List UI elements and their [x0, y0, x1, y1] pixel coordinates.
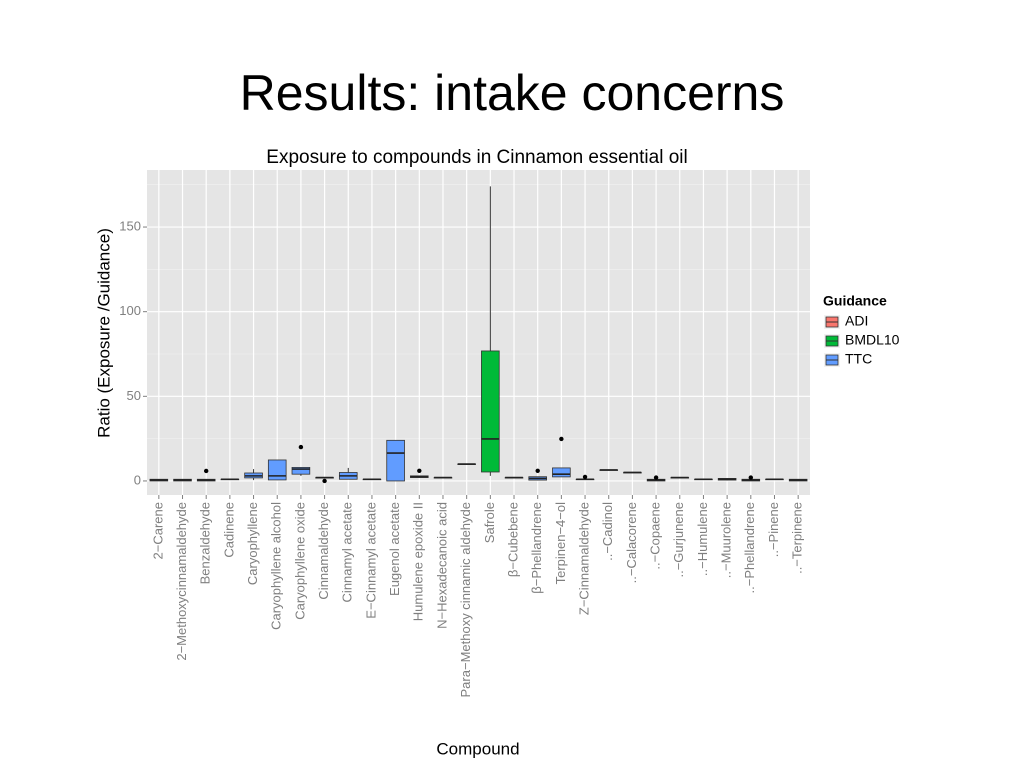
x-tick-label: Humulene epoxide II — [411, 502, 426, 621]
outlier — [535, 468, 540, 473]
x-tick-label: ..−Phellandrene — [742, 502, 757, 593]
x-tick-label: ..−Pinene — [766, 502, 781, 557]
x-tick-label: ..−Muurolene — [719, 502, 734, 578]
x-tick-label: ..−Calacorene — [624, 502, 639, 583]
box — [552, 467, 571, 478]
legend-label: TTC — [845, 351, 872, 367]
legend-title: Guidance — [823, 293, 887, 309]
y-axis-title: Ratio (Exposure /Guidance) — [94, 228, 113, 438]
y-tick-label: 100 — [119, 303, 141, 318]
x-tick-label: Z−Cinnamaldehyde — [576, 502, 591, 615]
y-tick-label: 150 — [119, 218, 141, 233]
box — [481, 350, 500, 473]
outlier — [417, 468, 422, 473]
y-tick-label: 50 — [127, 388, 141, 403]
legend-label: BMDL10 — [845, 332, 900, 348]
x-tick-label: Cinnamaldehyde — [316, 502, 331, 600]
outlier — [322, 478, 327, 484]
x-tick-label: Safrole — [482, 502, 497, 543]
box — [267, 459, 287, 481]
box — [386, 439, 405, 482]
outlier — [298, 444, 304, 450]
legend-label: ADI — [845, 313, 868, 329]
slide-title: Results: intake concerns — [240, 65, 785, 121]
x-tick-label: Eugenol acetate — [387, 502, 402, 596]
outlier — [748, 475, 754, 480]
x-tick-label: ..−Copaene — [648, 502, 663, 570]
x-tick-label: β−Cubebene — [505, 502, 520, 577]
x-tick-label: Cadinene — [221, 502, 236, 558]
x-tick-label: ..−Cadinol — [600, 502, 615, 561]
x-tick-label: Caryophyllene oxide — [292, 502, 307, 620]
x-tick-label: E−Cinnamyl acetate — [363, 502, 378, 619]
outlier — [653, 475, 659, 480]
box — [291, 467, 311, 475]
chart-title: Exposure to compounds in Cinnamon essent… — [266, 147, 687, 168]
x-tick-label: Terpinen−4−ol — [553, 502, 568, 585]
x-tick-label: Cinnamyl acetate — [340, 502, 355, 602]
outlier — [582, 474, 588, 480]
outlier — [203, 468, 209, 474]
x-tick-label: 2−Carene — [150, 502, 165, 559]
x-tick-label: ..−Terpinene — [790, 502, 805, 574]
x-tick-label: ..−Gurjunene — [671, 502, 686, 578]
x-tick-label: Caryophyllene — [245, 502, 260, 585]
x-tick-label: ..−Humulene — [695, 502, 710, 576]
y-tick-label: 0 — [134, 472, 141, 487]
x-tick-label: Para−Methoxy cinnamic aldehyde — [458, 502, 473, 697]
outlier — [559, 436, 564, 442]
x-tick-label: N−Hexadecanoic acid — [434, 502, 449, 629]
x-tick-label: 2−Methoxycinnamaldehyde — [174, 502, 189, 661]
x-tick-label: Caryophyllene alcohol — [269, 502, 284, 630]
x-tick-label: β−Phellandrene — [529, 502, 544, 594]
plot-panel — [147, 170, 810, 495]
x-axis-title: Compound — [436, 739, 519, 758]
x-tick-label: Benzaldehyde — [198, 502, 213, 584]
